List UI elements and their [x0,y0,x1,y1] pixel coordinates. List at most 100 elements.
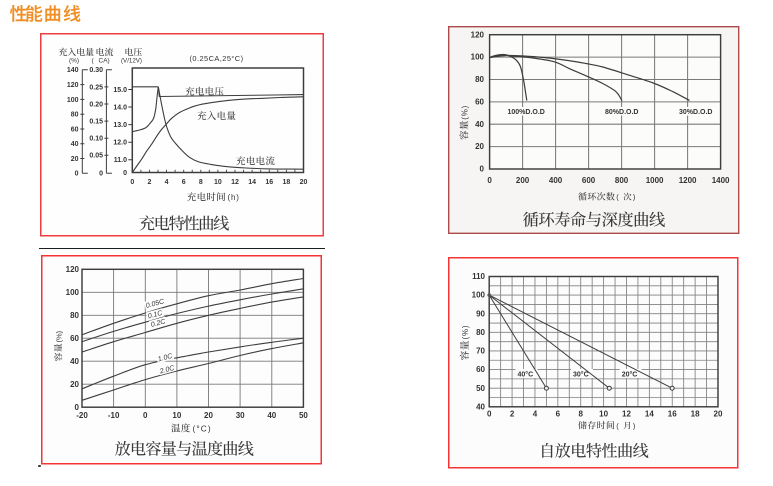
svg-text:50: 50 [476,383,485,392]
svg-text:80: 80 [476,327,485,336]
svg-text:0.10: 0.10 [89,136,103,143]
svg-text:80: 80 [70,311,79,320]
svg-text:0.2C: 0.2C [150,318,167,329]
svg-text:60: 60 [476,365,485,374]
svg-text:20: 20 [300,179,308,186]
svg-text:(V/12V): (V/12V) [121,57,142,64]
svg-text:2: 2 [147,179,151,186]
svg-text:4: 4 [165,179,169,186]
svg-text:20: 20 [475,142,484,151]
svg-text:10: 10 [214,179,222,186]
svg-text:20°C: 20°C [621,370,637,378]
svg-text:8: 8 [578,409,583,418]
svg-text:70: 70 [476,346,485,355]
svg-text:0.05C: 0.05C [145,298,166,310]
svg-text:20: 20 [71,156,79,163]
svg-text:100: 100 [66,288,80,297]
svg-text:60: 60 [475,97,484,106]
svg-text:0: 0 [75,171,79,178]
svg-text:16: 16 [265,179,273,186]
svg-text:1.0C: 1.0C [157,353,174,364]
svg-text:(°C): (°C) [193,423,212,433]
svg-text:2.0C: 2.0C [158,365,176,376]
svg-text:(%): (%) [55,330,64,342]
svg-text:20: 20 [70,380,79,389]
svg-text:0: 0 [99,171,103,178]
svg-text:90: 90 [476,309,485,318]
svg-text:0.30: 0.30 [89,67,103,74]
svg-text:0: 0 [486,409,491,418]
svg-text:40: 40 [267,411,276,420]
svg-text:30: 30 [236,411,245,420]
svg-text:40: 40 [476,402,485,411]
svg-text:80: 80 [475,75,484,84]
svg-text:11.0: 11.0 [114,157,127,164]
svg-text:10: 10 [172,411,181,420]
svg-text:60: 60 [70,334,79,343]
svg-text:40°C: 40°C [517,370,533,378]
svg-text:100%D.O.D: 100%D.O.D [507,109,544,116]
svg-text:(: ( [92,57,95,64]
svg-text:(0.25CA,25°C): (0.25CA,25°C) [190,54,244,63]
svg-text:12: 12 [231,179,239,186]
svg-text:0.1C: 0.1C [147,310,164,321]
svg-text:6: 6 [182,179,186,186]
svg-text:18: 18 [690,409,699,418]
svg-text:1400: 1400 [711,176,729,185]
svg-text:0: 0 [123,170,127,177]
svg-text:-20: -20 [76,411,88,420]
svg-text:50: 50 [299,411,308,420]
svg-text:8: 8 [199,179,203,186]
svg-text:100: 100 [67,97,79,104]
svg-text:12: 12 [622,409,631,418]
svg-text:0: 0 [75,403,80,412]
svg-text:-10: -10 [108,411,120,420]
svg-text:20: 20 [204,411,213,420]
svg-text:15.0: 15.0 [113,87,127,94]
svg-text:1000: 1000 [645,176,663,185]
svg-text:60: 60 [71,126,79,133]
svg-text:14.0: 14.0 [113,104,127,111]
svg-text:(%): (%) [461,324,470,339]
svg-text:(: ( [616,193,619,202]
svg-text:6: 6 [555,409,560,418]
svg-text:120: 120 [67,82,79,89]
svg-text:400: 400 [548,176,562,185]
svg-text:800: 800 [614,176,628,185]
svg-text:80%D.O.D: 80%D.O.D [605,109,638,116]
svg-text:CA): CA) [99,57,110,64]
svg-text:100: 100 [470,53,484,62]
svg-text:10: 10 [599,409,608,418]
svg-text:0: 0 [130,179,134,186]
svg-text:16: 16 [667,409,676,418]
svg-text:0: 0 [143,411,148,420]
svg-text:200: 200 [515,176,529,185]
svg-text:2: 2 [509,409,514,418]
svg-text:0: 0 [479,165,484,174]
svg-text:1200: 1200 [678,176,696,185]
svg-text:0.20: 0.20 [89,101,103,108]
svg-text:120: 120 [470,30,484,39]
svg-text:80: 80 [71,112,79,119]
svg-text:13.0: 13.0 [113,122,127,129]
svg-text:0: 0 [487,176,492,185]
svg-text:30°C: 30°C [573,370,589,378]
svg-text:): ) [632,421,635,430]
svg-text:12.0: 12.0 [113,140,127,147]
svg-text:14: 14 [644,409,653,418]
svg-text:14: 14 [248,179,256,186]
svg-text:140: 140 [67,67,79,74]
svg-text:40: 40 [71,141,79,148]
svg-text:0.15: 0.15 [89,119,103,126]
svg-text:30%D.O.D: 30%D.O.D [679,109,712,116]
svg-text:40: 40 [70,357,79,366]
svg-text:0.25: 0.25 [89,84,103,91]
svg-text:40: 40 [475,120,484,129]
svg-text:(%): (%) [69,57,79,64]
svg-text:18: 18 [282,179,290,186]
svg-text:(h): (h) [228,193,240,202]
svg-text:600: 600 [581,176,595,185]
svg-text:110: 110 [472,272,485,281]
svg-text:100: 100 [471,290,485,299]
svg-text:0.05: 0.05 [89,153,103,160]
